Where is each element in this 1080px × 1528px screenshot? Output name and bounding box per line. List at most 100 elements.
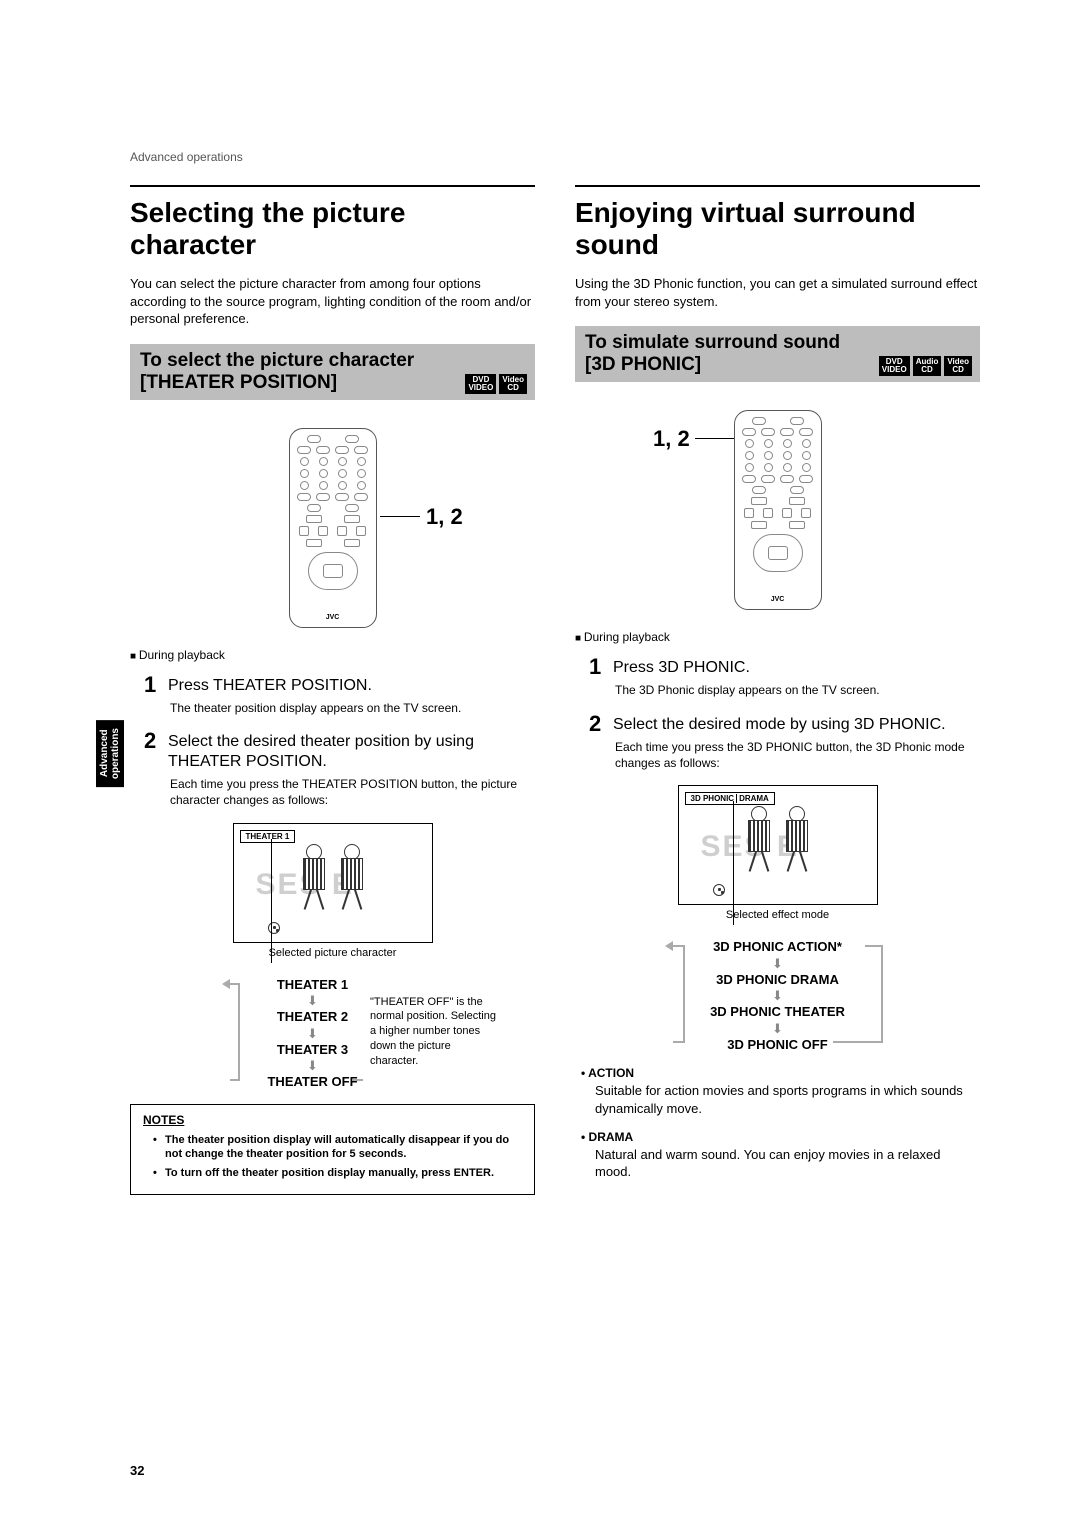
right-remote-callout: 1, 2 — [653, 426, 690, 452]
step-num: 2 — [144, 730, 162, 772]
right-step1-sub: The 3D Phonic display appears on the TV … — [575, 682, 980, 698]
badge-video-cd: VideoCD — [944, 356, 972, 376]
note-item: To turn off the theater position display… — [153, 1166, 522, 1180]
down-arrow-icon: ⬇ — [710, 957, 845, 970]
bracket — [673, 1041, 685, 1043]
right-subhead-line1: To simulate surround sound — [585, 332, 970, 354]
cycle-item: 3D PHONIC ACTION* — [710, 939, 845, 955]
section-label: Advanced operations — [130, 150, 243, 164]
desc-label: DRAMA — [581, 1130, 980, 1144]
desc-list: ACTION Suitable for action movies and sp… — [575, 1066, 980, 1180]
badge-video-cd: VideoCD — [499, 374, 527, 394]
right-caption: Selected effect mode — [575, 909, 980, 921]
ball-icon — [713, 884, 725, 896]
cycle-item: 3D PHONIC OFF — [710, 1037, 845, 1053]
desc-body: Suitable for action movies and sports pr… — [581, 1082, 980, 1117]
right-subhead: To simulate surround sound [3D PHONIC] D… — [575, 326, 980, 382]
ball-icon — [268, 922, 280, 934]
right-intro: Using the 3D Phonic function, you can ge… — [575, 275, 980, 310]
remote-icon: JVC — [734, 410, 822, 610]
sidetab-line1: Advanced — [99, 730, 110, 778]
down-arrow-icon: ⬇ — [267, 1027, 357, 1040]
left-during: During playback — [130, 648, 535, 662]
bracket — [230, 1079, 240, 1081]
right-step-1: 1 Press 3D PHONIC. — [575, 656, 980, 678]
bracket — [833, 1041, 883, 1043]
note-item: The theater position display will automa… — [153, 1133, 522, 1162]
right-step2-sub: Each time you press the 3D PHONIC button… — [575, 739, 980, 771]
left-step-2: 2 Select the desired theater position by… — [130, 730, 535, 772]
left-step1-sub: The theater position display appears on … — [130, 700, 535, 716]
badge-audio-cd: AudioCD — [913, 356, 942, 376]
bracket — [238, 983, 240, 1081]
cycle-sidenote: "THEATER OFF" is the normal position. Se… — [370, 995, 500, 1069]
tv-badge: 3D PHONICDRAMA — [685, 792, 775, 805]
rule — [130, 185, 535, 187]
step-text: Press 3D PHONIC. — [613, 656, 750, 678]
left-step2-sub: Each time you press the THEATER POSITION… — [130, 776, 535, 808]
step-text: Select the desired mode by using 3D PHON… — [613, 713, 946, 735]
right-title: Enjoying virtual surround sound — [575, 197, 980, 261]
left-intro: You can select the picture character fro… — [130, 275, 535, 328]
soccer-players-icon — [297, 844, 369, 914]
cycle-item: 3D PHONIC DRAMA — [710, 972, 845, 988]
cycle-item: THEATER 1 — [267, 977, 357, 993]
remote-icon: JVC — [289, 428, 377, 628]
right-remote-figure: 1, 2 JVC — [575, 400, 980, 620]
cycle-item: THEATER 3 — [267, 1042, 357, 1058]
left-tv-screen: THEATER 1 SES E — [233, 823, 433, 943]
callout-line — [695, 438, 735, 439]
left-badges: DVDVIDEO VideoCD — [465, 374, 527, 394]
cycle-item: THEATER OFF — [267, 1074, 357, 1090]
bracket — [683, 945, 685, 1043]
left-title: Selecting the picture character — [130, 197, 535, 261]
step-num: 1 — [144, 674, 162, 696]
page-number: 32 — [130, 1463, 144, 1478]
cycle-item: 3D PHONIC THEATER — [710, 1004, 845, 1020]
side-tab: Advanced operations — [96, 720, 124, 787]
left-cycle: THEATER 1 ⬇ THEATER 2 ⬇ THEATER 3 ⬇ THEA… — [130, 977, 535, 1090]
right-cycle: 3D PHONIC ACTION* ⬇ 3D PHONIC DRAMA ⬇ 3D… — [575, 939, 980, 1052]
desc-label: ACTION — [581, 1066, 980, 1080]
down-arrow-icon: ⬇ — [710, 989, 845, 1002]
left-step-1: 1 Press THEATER POSITION. — [130, 674, 535, 696]
tv-badge: THEATER 1 — [240, 830, 296, 843]
notes-title: NOTES — [143, 1113, 522, 1127]
down-arrow-icon: ⬇ — [267, 994, 357, 1007]
left-arrow-icon — [222, 979, 230, 989]
step-text: Select the desired theater position by u… — [168, 730, 535, 772]
left-subhead: To select the picture character [THEATER… — [130, 344, 535, 400]
desc-body: Natural and warm sound. You can enjoy mo… — [581, 1146, 980, 1181]
right-step-2: 2 Select the desired mode by using 3D PH… — [575, 713, 980, 735]
desc-drama: DRAMA Natural and warm sound. You can en… — [581, 1130, 980, 1181]
notes-box: NOTES The theater position display will … — [130, 1104, 535, 1195]
right-badges: DVDVIDEO AudioCD VideoCD — [879, 356, 972, 376]
left-caption: Selected picture character — [130, 947, 535, 959]
sidetab-line2: operations — [110, 728, 121, 779]
callout-line — [380, 516, 420, 517]
step-text: Press THEATER POSITION. — [168, 674, 372, 696]
pointer-line — [271, 839, 272, 963]
left-remote-figure: JVC 1, 2 — [130, 418, 535, 638]
left-remote-callout: 1, 2 — [426, 504, 463, 530]
down-arrow-icon: ⬇ — [710, 1022, 845, 1035]
right-column: Enjoying virtual surround sound Using th… — [575, 185, 980, 1195]
right-tv-screen: 3D PHONICDRAMA SES E — [678, 785, 878, 905]
step-num: 2 — [589, 713, 607, 735]
left-column: Selecting the picture character You can … — [130, 185, 535, 1195]
pointer-line — [733, 801, 734, 925]
down-arrow-icon: ⬇ — [267, 1059, 357, 1072]
desc-action: ACTION Suitable for action movies and sp… — [581, 1066, 980, 1117]
badge-dvd-video: DVDVIDEO — [465, 374, 496, 394]
cycle-item: THEATER 2 — [267, 1009, 357, 1025]
remote-logo: JVC — [296, 614, 370, 621]
left-subhead-line1: To select the picture character — [140, 350, 525, 372]
badge-dvd-video: DVDVIDEO — [879, 356, 910, 376]
step-num: 1 — [589, 656, 607, 678]
right-during: During playback — [575, 630, 980, 644]
remote-logo: JVC — [741, 596, 815, 603]
soccer-players-icon — [742, 806, 814, 876]
bracket — [353, 1079, 363, 1081]
bracket — [881, 945, 883, 1043]
left-arrow-icon — [665, 941, 673, 951]
